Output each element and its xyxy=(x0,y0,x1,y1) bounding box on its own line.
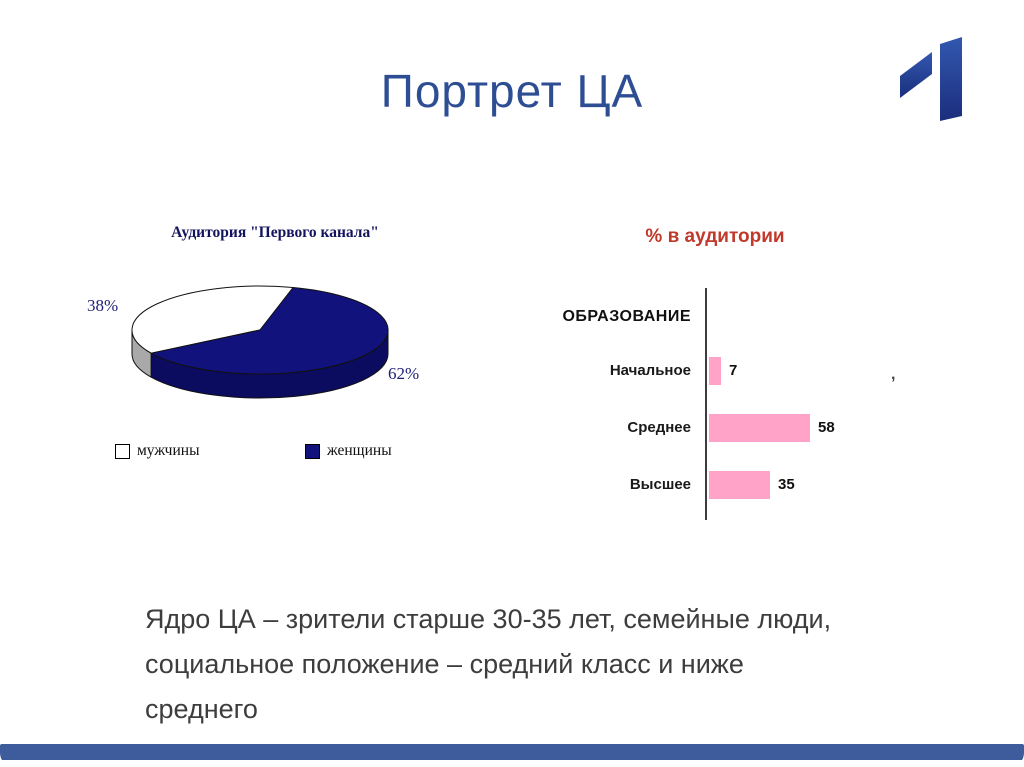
bar-group-header-row: ОБРАЗОВАНИЕ xyxy=(535,292,915,342)
pie-svg xyxy=(131,285,389,399)
logo-stem-shape xyxy=(940,37,962,121)
bar-category-label: Среднее xyxy=(627,419,691,436)
bar-value-label: 7 xyxy=(729,362,738,379)
pie-value-label-men: 38% xyxy=(87,296,119,315)
bar-row-higher-education: Высшее 35 xyxy=(535,456,915,513)
body-text-line: среднего xyxy=(145,694,258,724)
bar-category-label: Высшее xyxy=(629,476,691,493)
legend-swatch-women xyxy=(305,443,320,459)
bar-primary-education xyxy=(709,356,721,385)
body-text-line: Ядро ЦА – зрители старше 30-35 лет, семе… xyxy=(145,604,832,634)
legend-swatch-men xyxy=(115,443,130,459)
bar-chart-title: % в аудитории xyxy=(645,226,785,247)
bar-value-label: 35 xyxy=(778,476,795,493)
bar-category-label: Начальное xyxy=(609,362,691,379)
bar-secondary-education xyxy=(709,413,810,442)
logo-flag-shape xyxy=(900,52,932,98)
legend-label-women: женщины xyxy=(327,442,392,459)
pie-legend: мужчины женщины xyxy=(85,442,435,462)
body-text-line: социальное положение – средний класс и н… xyxy=(145,649,744,679)
pie-chart: Аудитория "Первого канала" 38% 62% мужчи… xyxy=(85,222,435,477)
bar-chart: % в аудитории ОБРАЗОВАНИЕ Начальное 7 Ср… xyxy=(535,222,915,532)
legend-label-men: мужчины xyxy=(137,442,200,459)
pie-chart-title: Аудитория "Первого канала" xyxy=(171,224,379,241)
footer-accent-bar xyxy=(0,744,1024,760)
stray-mark: , xyxy=(891,366,896,383)
pie-value-label-women: 62% xyxy=(388,364,420,383)
bar-row-secondary-education: Среднее 58 xyxy=(535,399,915,456)
bar-higher-education xyxy=(709,470,770,499)
bar-row-primary-education: Начальное 7 xyxy=(535,342,915,399)
bar-chart-plot: ОБРАЗОВАНИЕ Начальное 7 Среднее 58 Высше… xyxy=(535,288,915,520)
slide-title: Портрет ЦА xyxy=(380,65,644,117)
slide-body-text: Ядро ЦА – зрители старше 30-35 лет, семе… xyxy=(145,597,965,732)
bar-chart-axis xyxy=(705,288,707,520)
bar-value-label: 58 xyxy=(818,419,835,436)
channel-one-logo-icon xyxy=(900,37,962,121)
bar-group-label: ОБРАЗОВАНИЕ xyxy=(562,308,691,325)
legend-item-men: мужчины xyxy=(115,442,199,460)
legend-item-women: женщины xyxy=(305,442,392,460)
